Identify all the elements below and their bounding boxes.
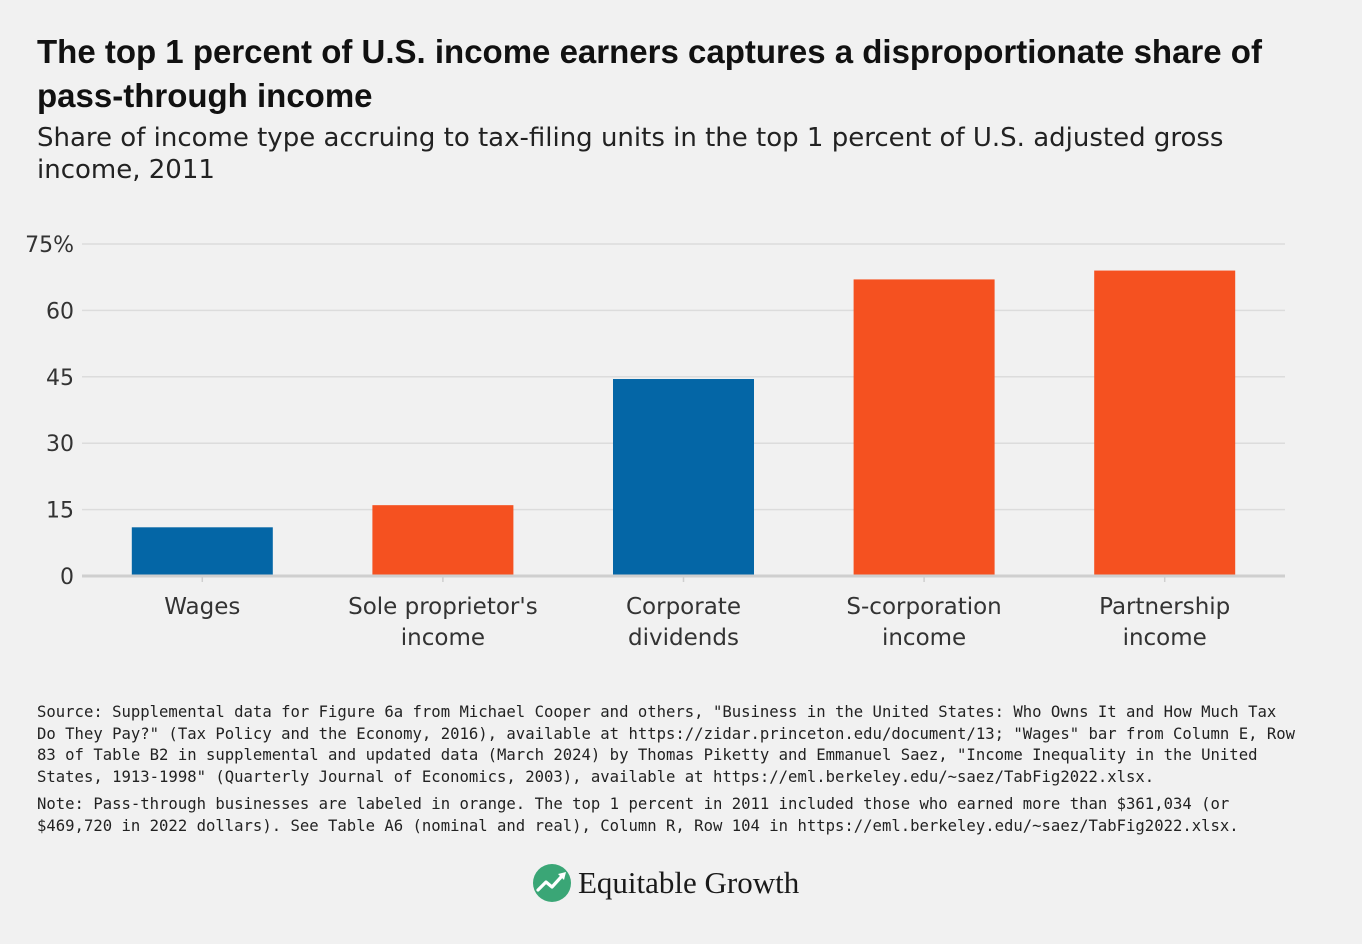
bar-chart: 0 15 30 45 60 75% Wages Sole proprietor's income… [25,233,1285,651]
x-tick-label: Partnership [1099,594,1230,620]
y-tick-label: 60 [46,299,74,324]
equitable-growth-logo: Equitable Growth [532,862,799,904]
equitable-growth-logo-icon [533,864,571,902]
x-tick-label: Corporate [626,594,741,620]
y-tick-label: 45 [46,366,74,391]
chart-title: The top 1 percent of U.S. income earners… [37,33,1262,114]
bar [131,527,273,576]
y-tick-label: 30 [46,432,74,457]
x-tick-label: Wages [164,594,240,620]
bar [372,505,514,576]
x-tick-label: S-corporation [846,594,1001,620]
x-tick-label: income [1123,625,1207,651]
bar [853,279,995,576]
y-tick-label: 75% [25,233,74,258]
chart-notes: Source: Supplemental data for Figure 6a … [37,702,1297,843]
bar [613,379,754,576]
footnote: Note: Pass-through businesses are labele… [37,795,1239,835]
x-tick-label: income [882,625,966,651]
x-tick-label: income [401,625,485,651]
y-tick-label: 15 [46,499,74,524]
chart-subtitle: Share of income type accruing to tax-fil… [37,123,1224,185]
y-tick-label: 0 [60,565,74,590]
x-tick-label: Sole proprietor's [348,594,538,620]
logo-text: Equitable Growth [578,865,800,900]
source-note: Source: Supplemental data for Figure 6a … [37,703,1296,786]
x-tick-label: dividends [628,625,739,651]
bar [1094,270,1236,576]
